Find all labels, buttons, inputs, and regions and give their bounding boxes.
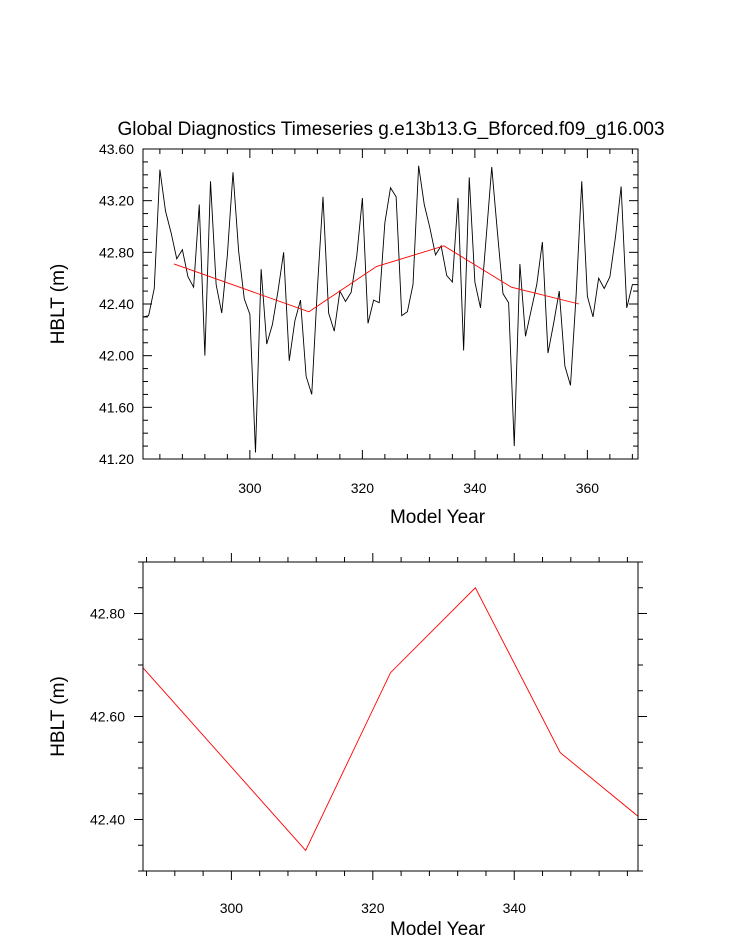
y-tick-label: 42.60 [90, 709, 125, 725]
plot-frame [142, 148, 639, 460]
x-tick-label: 340 [503, 900, 527, 916]
bottom-smoothed-panel: 300 320 340 42.40 42.60 42.80 Model Year HBLT (… [48, 553, 647, 940]
y-axis-title: HBLT (m) [48, 676, 69, 757]
y-tick-label: 42.80 [99, 244, 134, 260]
x-tick-label: 320 [361, 900, 385, 916]
y-tick-label: 43.20 [99, 193, 134, 209]
y-tick-label: 42.80 [90, 606, 125, 622]
y-tick-label: 42.40 [99, 296, 134, 312]
x-axis-title: Model Year [390, 507, 486, 528]
y-tick-label: 42.40 [90, 812, 125, 828]
y-axis-title: HBLT (m) [48, 264, 69, 345]
y-tick-label: 43.60 [99, 141, 134, 157]
smoothed-series-line [143, 586, 638, 852]
x-tick-label: 340 [463, 480, 487, 496]
x-tick-label: 300 [238, 480, 262, 496]
annual-series-line [143, 165, 638, 453]
y-tick-label: 41.20 [99, 451, 134, 467]
y-tick-label: 42.00 [99, 348, 134, 364]
x-tick-label: 300 [220, 900, 244, 916]
x-tick-label: 320 [351, 480, 375, 496]
x-axis-title: Model Year [390, 919, 486, 940]
plot-frame [142, 561, 639, 872]
y-tick-label: 41.60 [99, 399, 134, 415]
top-timeseries-panel: 300 320 340 360 41.20 41.60 42.00 42.40 42.80 43.… [48, 141, 639, 528]
smoothed-series-line [173, 245, 580, 313]
chart-title: Global Diagnostics Timeseries g.e13b13.G… [117, 119, 664, 140]
x-tick-label: 360 [576, 480, 600, 496]
